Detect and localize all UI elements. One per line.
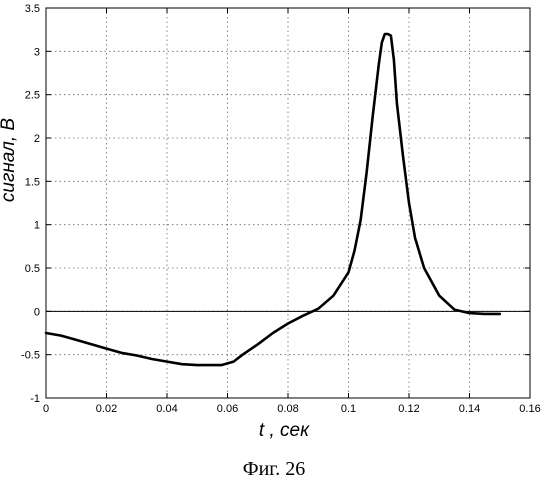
- x-tick-label: 0.06: [217, 403, 238, 415]
- x-tick-label: 0.08: [277, 403, 298, 415]
- y-tick-label: 3: [34, 46, 40, 58]
- signal-series-line: [46, 34, 500, 365]
- x-tick-label: 0.16: [519, 403, 540, 415]
- y-tick-label: 1: [34, 220, 40, 232]
- line-chart: 0 0.02 0.04 0.06 0.08 0.1 0.12 0.14 0.16 -1 -0.5 0 0…: [0, 0, 548, 450]
- y-tick-label: -0.5: [21, 350, 40, 362]
- x-tick-label: 0.12: [398, 403, 419, 415]
- grid: [46, 8, 530, 398]
- x-tick-label: 0.14: [459, 403, 480, 415]
- y-tick-label: -1: [30, 393, 40, 405]
- x-axis-label: t , сек: [259, 420, 310, 441]
- axis-ticks: 0 0.02 0.04 0.06 0.08 0.1 0.12 0.14 0.16 -1 -0.5 0 0…: [21, 3, 541, 415]
- figure-caption: Фиг. 26: [0, 458, 548, 481]
- x-tick-label: 0.04: [156, 403, 177, 415]
- y-tick-label: 3.5: [25, 3, 40, 15]
- x-tick-label: 0.1: [341, 403, 356, 415]
- x-tick-label: 0.02: [96, 403, 117, 415]
- y-tick-label: 2: [34, 133, 40, 145]
- y-tick-label: 2.5: [25, 90, 40, 102]
- x-tick-label: 0: [43, 403, 49, 415]
- y-tick-label: 0.5: [25, 263, 40, 275]
- y-axis-label: сигнал, В: [0, 118, 19, 203]
- y-tick-label: 0: [34, 306, 40, 318]
- y-tick-label: 1.5: [25, 176, 40, 188]
